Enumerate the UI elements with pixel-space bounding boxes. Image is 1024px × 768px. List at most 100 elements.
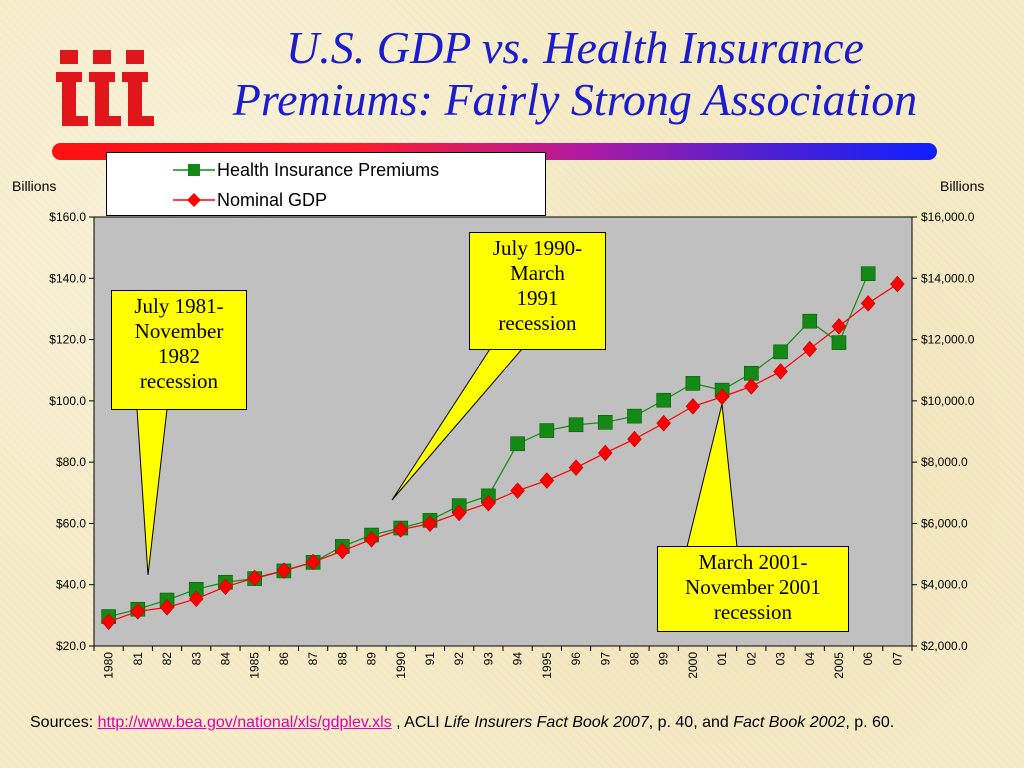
gdp-data-point — [159, 599, 175, 616]
gdp-data-point — [714, 388, 730, 406]
gdp-data-point — [247, 569, 263, 587]
bea-source-link[interactable]: http://www.bea.gov/national/xls/gdplev.x… — [97, 714, 392, 731]
sources-prefix: Sources: — [30, 714, 98, 731]
legend-label-premiums: Health Insurance Premiums — [217, 159, 440, 180]
gdp-data-point — [802, 340, 818, 358]
title-line-1: U.S. GDP vs. Health Insurance — [286, 22, 864, 73]
callout-1990-line-3: 1991 — [516, 286, 559, 310]
legend-label-gdp: Nominal GDP — [217, 189, 328, 210]
x-axis-tick-label: 91 — [423, 652, 437, 666]
premiums-data-point — [802, 313, 818, 329]
callout-1981-line-3: 1982 — [158, 344, 200, 368]
x-axis-tick-label: 2005 — [832, 652, 846, 679]
x-axis-tick-label: 87 — [306, 652, 320, 666]
title-line-2: Premiums: Fairly Strong Association — [232, 74, 918, 125]
x-axis-tick-label: 96 — [569, 652, 583, 666]
callout-2001-line-1: March 2001- — [698, 550, 808, 574]
left-axis-tick-label: $100.0 — [49, 394, 86, 408]
gdp-data-point — [510, 482, 525, 500]
gdp-data-point — [481, 494, 496, 512]
callout-recession-1990: July 1990- March 1991 recession — [469, 232, 606, 350]
callout-1981-line-1: July 1981- — [134, 294, 224, 318]
x-axis-tick-label: 2000 — [686, 652, 700, 679]
right-axis-unit: Billions — [940, 178, 985, 194]
x-axis-tick-label: 03 — [774, 652, 788, 666]
x-axis-tick-label: 1995 — [540, 652, 554, 679]
gdp-data-point — [539, 472, 555, 489]
premiums-data-point — [568, 417, 584, 433]
callout-2001-line-2: November 2001 — [685, 575, 821, 599]
x-axis-tick-label: 92 — [452, 652, 466, 666]
sources-text-1: , ACLI — [391, 714, 445, 731]
gdp-data-point — [773, 363, 788, 380]
sources-note: Sources: http://www.bea.gov/national/xls… — [30, 713, 1005, 732]
gdp-data-point — [568, 459, 584, 477]
gdp-data-point — [451, 504, 467, 522]
gdp-data-point — [685, 397, 701, 415]
x-axis-tick-label: 94 — [511, 652, 525, 666]
right-axis-tick-label: $14,000.0 — [921, 271, 975, 285]
gdp-data-point — [364, 530, 379, 548]
gdp-data-point — [276, 562, 292, 579]
x-axis-tick-label: 06 — [861, 652, 875, 666]
x-axis-tick-label: 02 — [744, 652, 758, 666]
page-title: U.S. GDP vs. Health Insurance Premiums: … — [150, 22, 1000, 126]
premiums-data-point — [831, 335, 847, 350]
callout-recession-1981: July 1981- November 1982 recession — [111, 290, 247, 410]
right-axis-tick-label: $10,000.0 — [921, 394, 975, 408]
gdp-data-point — [627, 430, 642, 448]
left-axis-unit: Billions — [12, 178, 57, 194]
premiums-data-point — [773, 344, 788, 360]
left-axis-tick-label: $40.0 — [56, 578, 86, 592]
gdp-data-point — [188, 590, 204, 608]
sources-fact-book-2007: Life Insurers Fact Book 2007 — [444, 714, 649, 731]
iii-logo-icon — [56, 50, 154, 126]
right-axis-tick-label: $6,000.0 — [921, 516, 968, 530]
x-axis-tick-label: 98 — [627, 652, 641, 666]
right-axis-tick-label: $8,000.0 — [921, 455, 968, 469]
gdp-data-point — [101, 613, 116, 631]
left-axis-tick-label: $160.0 — [49, 210, 86, 224]
gdp-data-point — [597, 444, 613, 462]
left-axis-tick-label: $140.0 — [49, 271, 86, 285]
left-axis-tick-label: $60.0 — [56, 516, 86, 530]
right-axis-tick-label: $4,000.0 — [921, 578, 968, 592]
premiums-data-point — [539, 423, 555, 438]
gdp-data-point — [890, 275, 905, 293]
left-axis-tick-label: $20.0 — [56, 639, 86, 653]
premiums-data-point — [597, 415, 613, 430]
left-axis-tick-label: $120.0 — [49, 333, 86, 347]
left-axis-tick-label: $80.0 — [56, 455, 86, 469]
legend-diamond-marker-icon — [173, 193, 215, 207]
premiums-data-point — [627, 408, 642, 424]
x-axis-tick-label: 1980 — [102, 652, 116, 679]
x-axis-tick-label: 84 — [218, 652, 232, 666]
x-axis-tick-label: 07 — [890, 652, 904, 666]
x-axis-tick-label: 82 — [160, 652, 174, 666]
x-axis-tick-label: 01 — [715, 652, 729, 666]
callout-2001-line-3: recession — [713, 600, 793, 624]
premiums-data-point — [685, 376, 701, 391]
gdp-data-point — [393, 521, 409, 538]
callout-1981-line-4: recession — [139, 369, 219, 393]
x-axis-tick-label: 81 — [131, 652, 145, 666]
callout-1990-line-4: recession — [498, 311, 577, 335]
sources-fact-book-2002: Fact Book 2002 — [733, 714, 846, 731]
legend-item-premiums: Health Insurance Premiums — [173, 157, 439, 183]
right-axis-tick-label: $16,000.0 — [921, 210, 975, 224]
callout-1990-line-2: March — [510, 261, 565, 285]
premiums-data-point — [656, 392, 671, 408]
callout-recession-2001: March 2001- November 2001 recession — [657, 546, 849, 632]
gdp-data-point — [743, 378, 759, 395]
callout-1990-line-1: July 1990- — [492, 236, 583, 260]
x-axis-tick-label: 1990 — [394, 652, 408, 679]
gdp-data-point — [656, 414, 672, 432]
x-axis-tick-label: 93 — [481, 652, 495, 666]
x-axis-tick-label: 88 — [335, 652, 349, 666]
gdp-data-point — [422, 515, 438, 533]
sources-text-3: , p. 60. — [845, 714, 895, 731]
x-axis-tick-label: 97 — [598, 652, 612, 666]
right-axis-tick-label: $12,000.0 — [921, 333, 975, 347]
gdp-data-point — [130, 602, 146, 620]
x-axis-tick-label: 1985 — [248, 652, 262, 679]
